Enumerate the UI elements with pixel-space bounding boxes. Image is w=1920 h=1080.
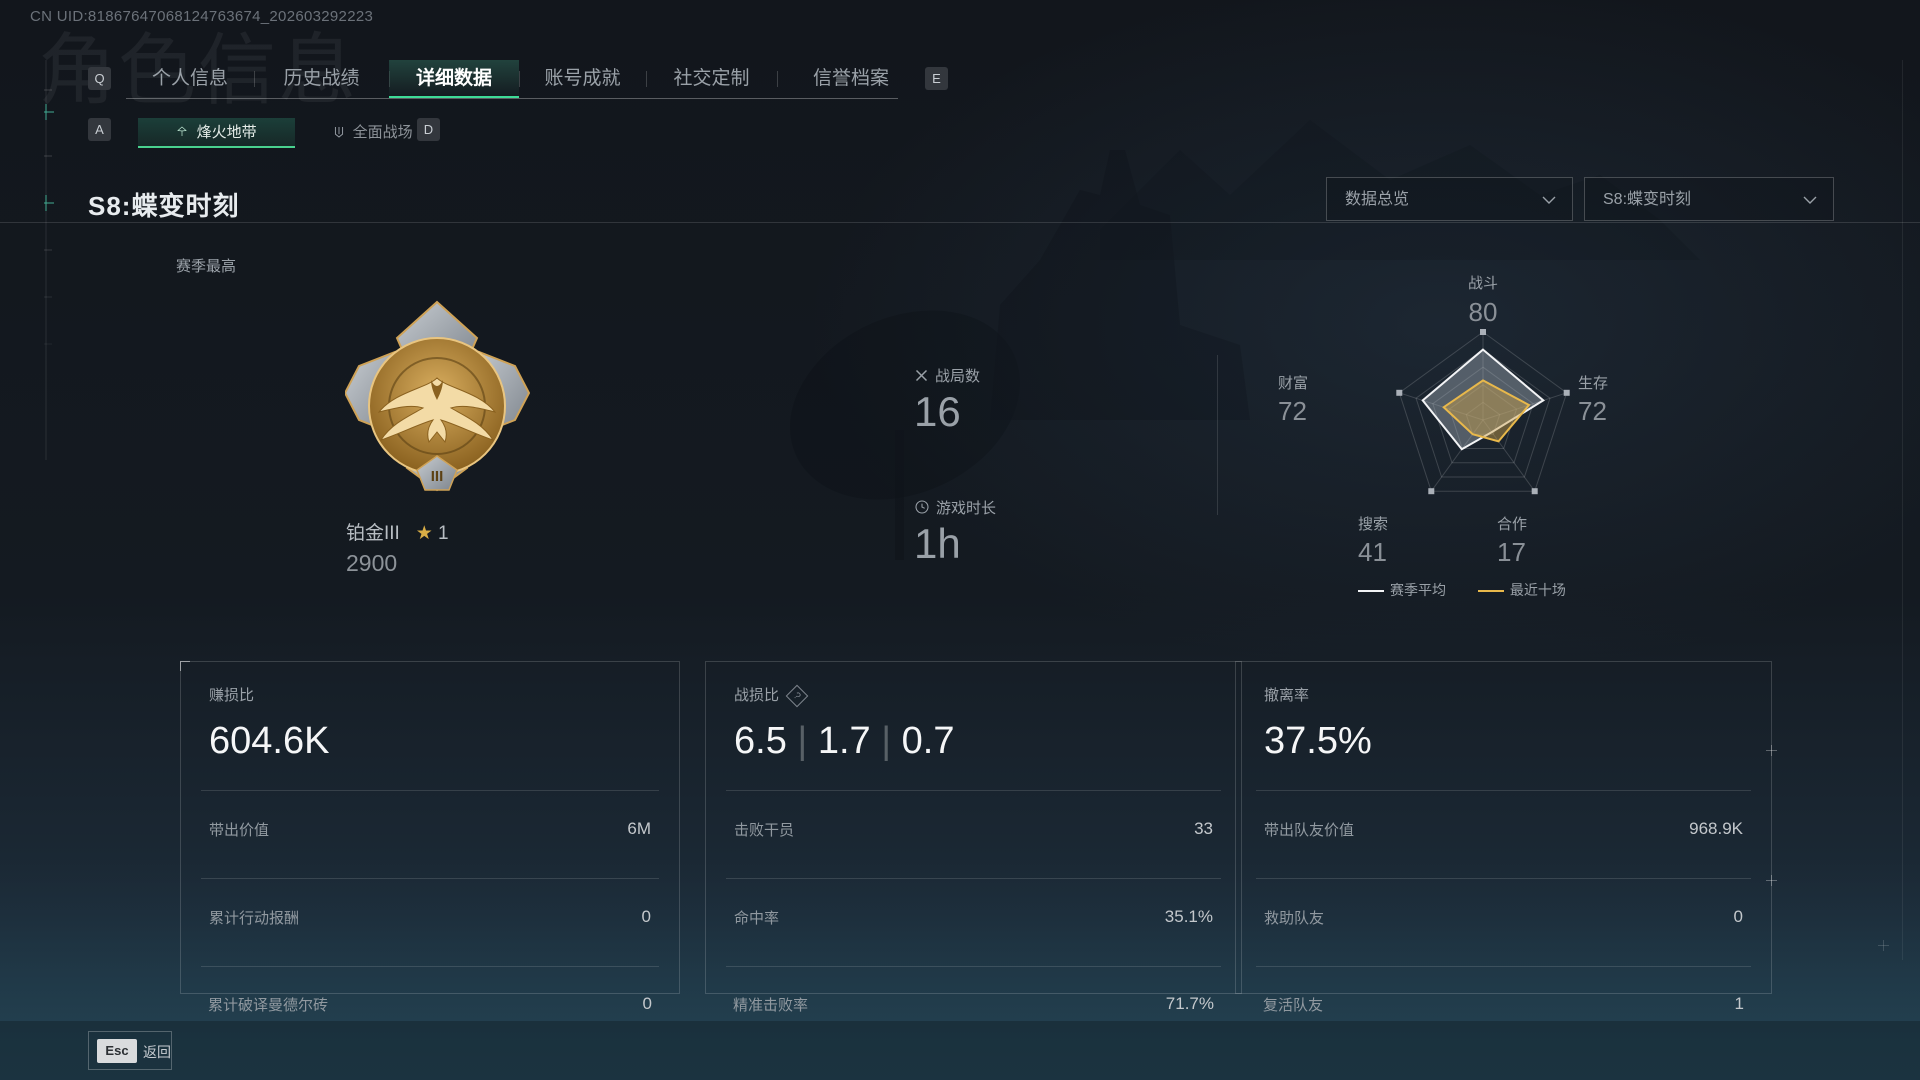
svg-text:III: III (431, 468, 444, 485)
